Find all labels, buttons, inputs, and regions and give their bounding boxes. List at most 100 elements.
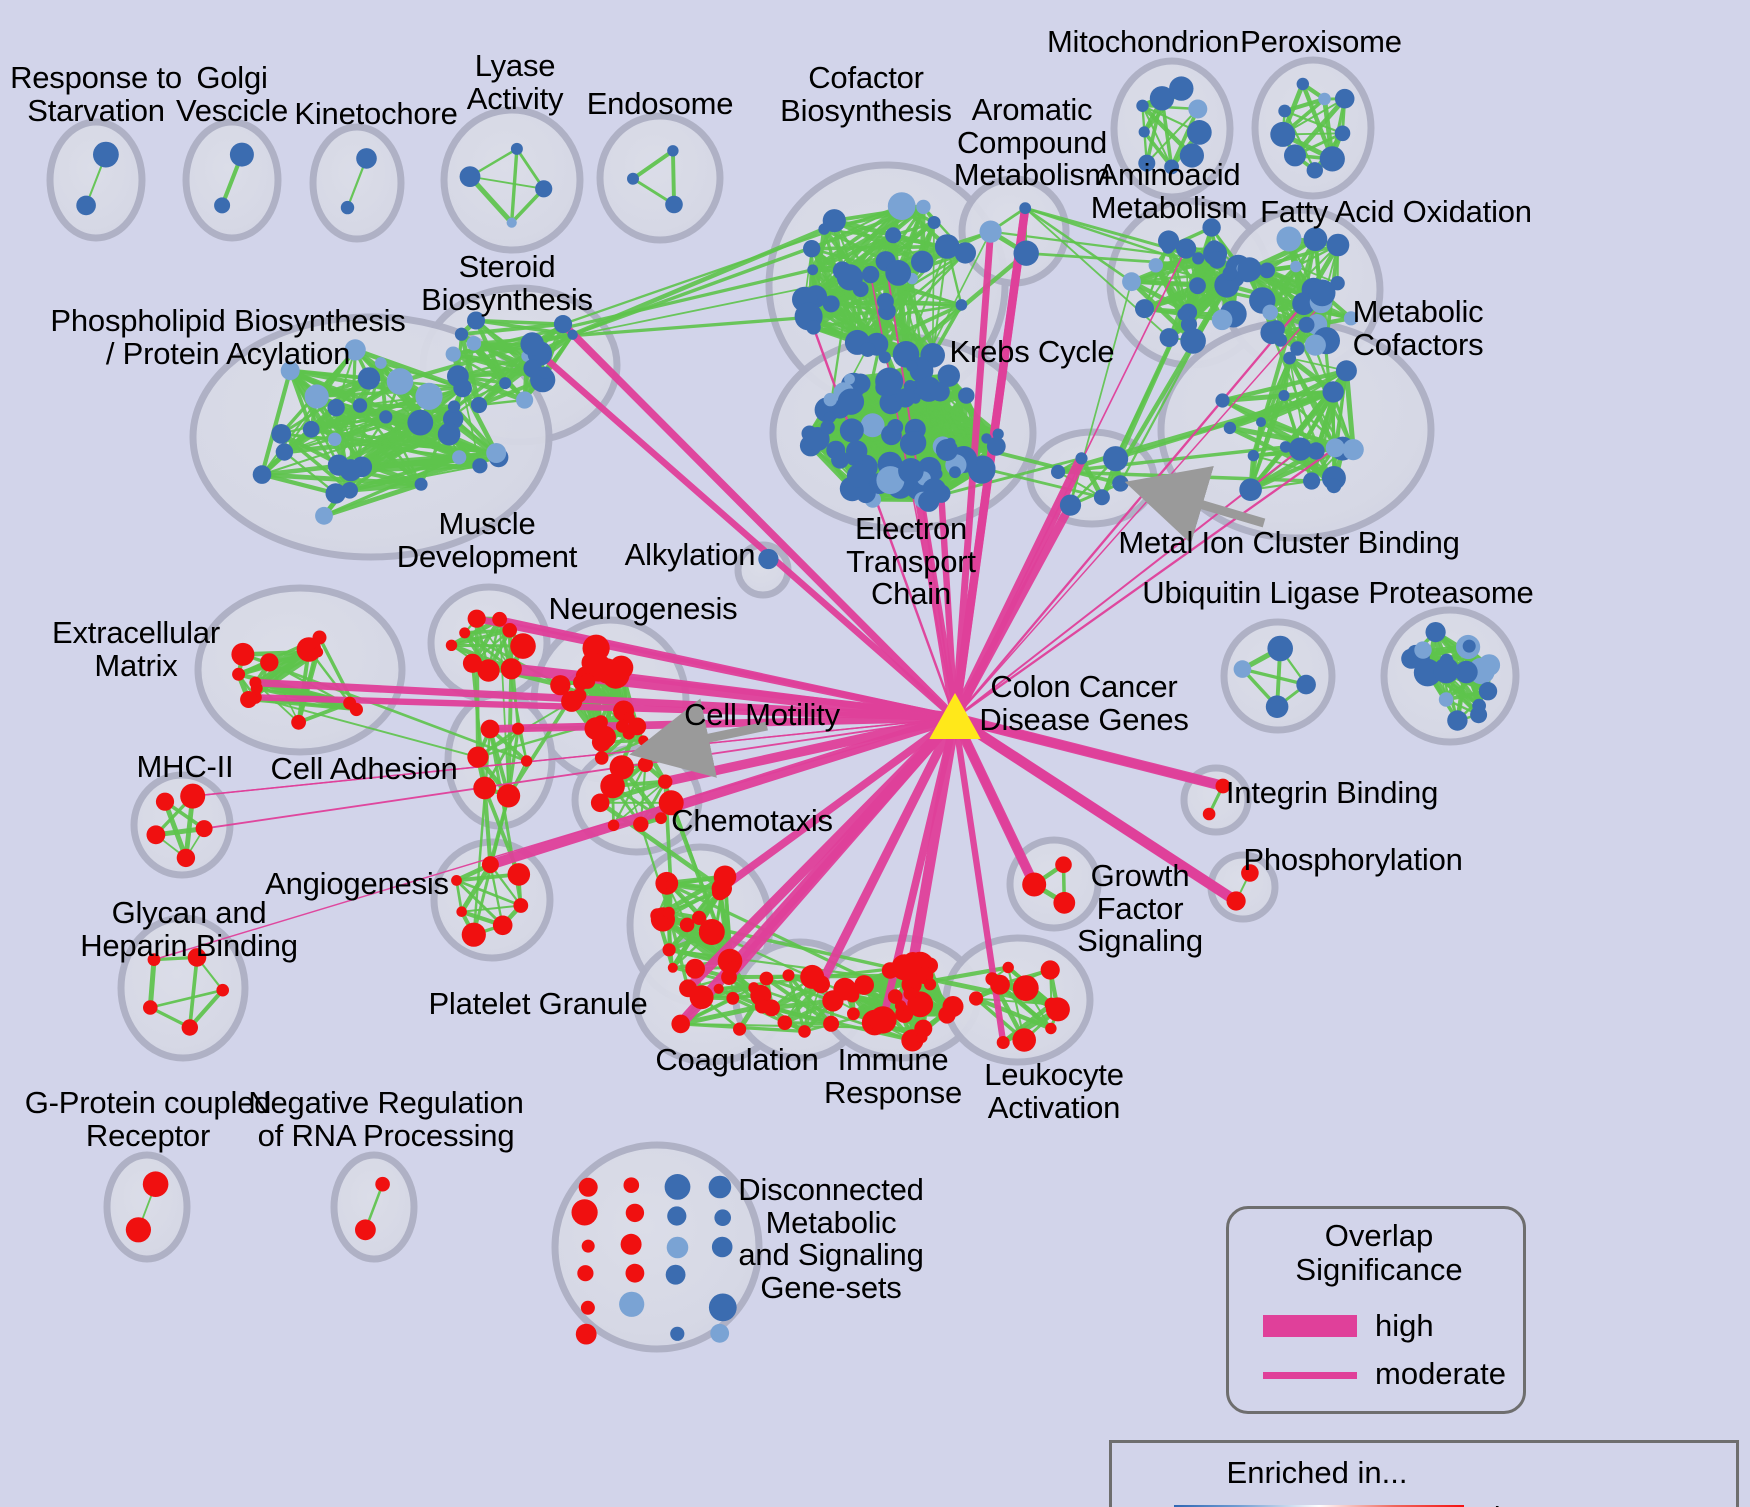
gene-set-node[interactable] <box>844 373 855 385</box>
gene-set-node[interactable] <box>665 879 677 891</box>
gene-set-node[interactable] <box>996 1036 1010 1049</box>
gene-set-node[interactable] <box>903 987 917 1001</box>
gene-set-node[interactable] <box>1211 309 1233 331</box>
gene-set-node[interactable] <box>344 339 366 361</box>
gene-set-node[interactable] <box>860 342 876 357</box>
gene-set-node[interactable] <box>516 391 534 409</box>
gene-set-node[interactable] <box>1455 660 1478 684</box>
gene-set-node[interactable] <box>860 413 885 438</box>
gene-set-node[interactable] <box>507 863 531 886</box>
gene-set-node[interactable] <box>1298 316 1315 333</box>
gene-set-node[interactable] <box>1278 390 1290 401</box>
gene-set-node[interactable] <box>714 1209 731 1226</box>
gene-set-node[interactable] <box>1304 334 1326 356</box>
gene-set-node[interactable] <box>916 199 931 215</box>
gene-set-node[interactable] <box>553 315 573 334</box>
gene-set-node[interactable] <box>777 1015 793 1030</box>
gene-set-node[interactable] <box>511 722 525 735</box>
gene-set-node[interactable] <box>456 906 468 917</box>
gene-set-node[interactable] <box>607 819 620 832</box>
gene-set-node[interactable] <box>852 281 869 298</box>
gene-set-node[interactable] <box>575 1323 597 1345</box>
gene-set-node[interactable] <box>249 676 262 689</box>
gene-set-node[interactable] <box>1239 478 1262 502</box>
gene-set-node[interactable] <box>628 717 647 736</box>
gene-set-node[interactable] <box>143 1000 158 1015</box>
gene-set-node[interactable] <box>1267 635 1293 662</box>
gene-set-node[interactable] <box>969 991 984 1006</box>
gene-set-node[interactable] <box>577 1265 594 1282</box>
gene-set-node[interactable] <box>499 377 512 390</box>
gene-set-node[interactable] <box>1122 272 1141 292</box>
gene-set-node[interactable] <box>1247 449 1260 462</box>
gene-set-node[interactable] <box>1256 417 1266 428</box>
gene-set-node[interactable] <box>302 420 320 438</box>
gene-set-node[interactable] <box>580 1300 595 1315</box>
gene-set-node[interactable] <box>1159 328 1179 348</box>
gene-set-node[interactable] <box>895 388 915 408</box>
gene-set-node[interactable] <box>1308 279 1336 307</box>
gene-set-node[interactable] <box>539 366 552 379</box>
gene-set-node[interactable] <box>271 424 292 444</box>
gene-set-node[interactable] <box>1279 441 1292 453</box>
gene-set-node[interactable] <box>480 719 500 739</box>
gene-set-node[interactable] <box>833 977 857 1001</box>
gene-set-node[interactable] <box>461 922 486 947</box>
gene-set-node[interactable] <box>467 609 486 628</box>
gene-set-node[interactable] <box>665 1264 686 1285</box>
gene-set-node[interactable] <box>142 1171 169 1197</box>
gene-set-node[interactable] <box>1334 88 1355 109</box>
gene-set-node[interactable] <box>820 420 835 435</box>
gene-set-node[interactable] <box>437 422 461 446</box>
gene-set-node[interactable] <box>467 311 485 330</box>
gene-set-node[interactable] <box>911 250 934 273</box>
gene-set-node[interactable] <box>1334 125 1351 142</box>
gene-set-node[interactable] <box>1222 266 1238 281</box>
gene-set-node[interactable] <box>708 1175 732 1199</box>
gene-set-node[interactable] <box>467 746 489 768</box>
gene-set-node[interactable] <box>955 299 968 311</box>
gene-set-node[interactable] <box>1059 494 1082 516</box>
gene-set-node[interactable] <box>1326 478 1342 494</box>
gene-set-node[interactable] <box>1055 856 1072 873</box>
gene-set-node[interactable] <box>1148 258 1164 273</box>
gene-set-node[interactable] <box>1012 975 1039 1001</box>
gene-set-node[interactable] <box>1208 251 1226 269</box>
gene-set-node[interactable] <box>502 623 517 638</box>
gene-set-node[interactable] <box>931 468 943 480</box>
gene-set-node[interactable] <box>887 192 916 221</box>
gene-set-node[interactable] <box>609 755 634 780</box>
gene-set-node[interactable] <box>823 1015 840 1032</box>
colon-cancer-hub-node[interactable] <box>929 692 981 739</box>
gene-set-node[interactable] <box>927 216 941 229</box>
gene-set-node[interactable] <box>291 714 306 730</box>
gene-set-node[interactable] <box>240 691 258 708</box>
gene-set-node[interactable] <box>1180 328 1206 354</box>
gene-set-node[interactable] <box>231 642 255 666</box>
gene-set-node[interactable] <box>885 260 912 286</box>
gene-set-node[interactable] <box>1149 86 1175 111</box>
gene-set-node[interactable] <box>1233 660 1252 678</box>
gene-set-node[interactable] <box>356 148 377 169</box>
gene-set-node[interactable] <box>325 483 346 504</box>
gene-set-node[interactable] <box>1290 341 1305 356</box>
gene-set-node[interactable] <box>473 776 497 800</box>
gene-set-node[interactable] <box>147 953 161 966</box>
gene-set-node[interactable] <box>666 1236 689 1259</box>
gene-set-node[interactable] <box>898 458 924 484</box>
gene-set-node[interactable] <box>567 329 578 340</box>
gene-set-node[interactable] <box>571 1199 598 1226</box>
gene-set-node[interactable] <box>713 983 724 994</box>
gene-set-node[interactable] <box>679 917 695 933</box>
gene-set-node[interactable] <box>763 999 780 1017</box>
gene-set-node[interactable] <box>637 756 654 773</box>
gene-set-node[interactable] <box>1169 76 1194 101</box>
gene-set-node[interactable] <box>550 675 571 696</box>
gene-set-node[interactable] <box>445 639 458 651</box>
gene-set-node[interactable] <box>798 1025 811 1038</box>
bubble-growth-factor-signaling[interactable] <box>1006 836 1102 932</box>
gene-set-node[interactable] <box>581 1239 595 1253</box>
gene-set-node[interactable] <box>615 719 629 733</box>
gene-set-node[interactable] <box>572 688 587 703</box>
gene-set-node[interactable] <box>470 396 488 414</box>
